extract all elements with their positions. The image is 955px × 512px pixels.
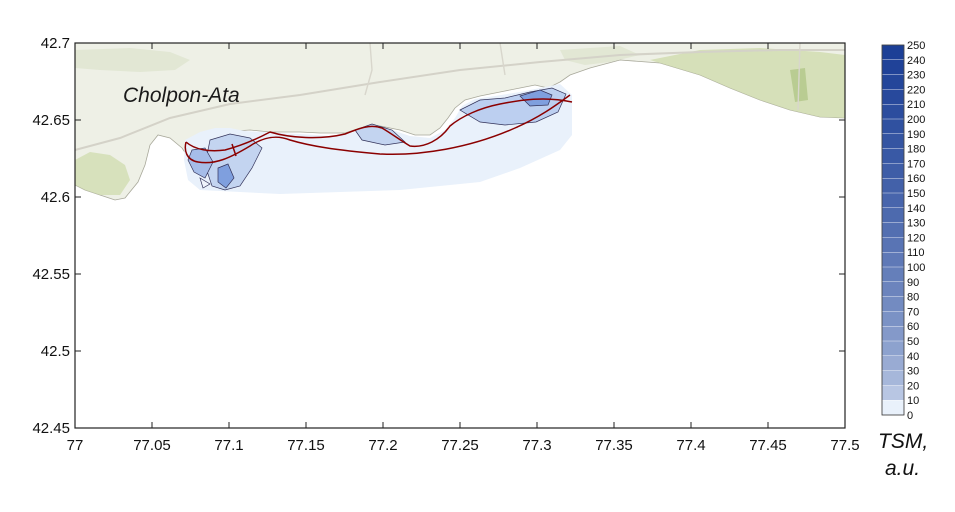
colorbar-title-line2: a.u. — [885, 457, 920, 480]
colorbar-label: 60 — [907, 321, 919, 333]
plot-frame — [74, 42, 846, 429]
colorbar-band — [881, 281, 905, 298]
x-tick-label: 77.05 — [133, 437, 171, 454]
colorbar-label: 120 — [907, 232, 925, 244]
colorbar-label: 40 — [907, 351, 919, 363]
colorbar-label: 160 — [907, 173, 925, 185]
x-tick-label: 77.5 — [830, 437, 859, 454]
colorbar-label: 20 — [907, 380, 919, 392]
colorbar-label: 70 — [907, 306, 919, 318]
x-tick-label: 77.3 — [522, 437, 551, 454]
colorbar-label: 200 — [907, 114, 925, 126]
colorbar-band — [881, 89, 905, 105]
x-tick-label: 77.25 — [441, 437, 479, 454]
colorbar-band — [881, 74, 905, 90]
colorbar-band — [881, 222, 905, 238]
colorbar-label: 190 — [907, 129, 925, 141]
colorbar-band — [881, 266, 905, 283]
colorbar-band — [881, 148, 905, 164]
colorbar-frame — [881, 44, 905, 416]
colorbar-label: 50 — [907, 336, 919, 348]
colorbar-band — [881, 251, 905, 268]
tsm-colorbar: 2502402302202102001901801701601501401301… — [881, 40, 925, 422]
colorbar-title-line1: TSM, — [878, 430, 928, 453]
colorbar-label: 240 — [907, 55, 925, 67]
y-tick-label: 42.6 — [41, 189, 70, 206]
colorbar-label: 10 — [907, 395, 919, 407]
colorbar-label: 80 — [907, 292, 919, 304]
colorbar-band — [881, 385, 905, 401]
colorbar-band — [881, 207, 905, 224]
colorbar-label: 180 — [907, 144, 925, 156]
colorbar-band — [881, 103, 905, 120]
colorbar-label: 0 — [907, 410, 913, 422]
colorbar-band — [881, 340, 905, 357]
place-label-cholpon-ata: Cholpon-Ata — [123, 84, 240, 107]
y-tick-label: 42.45 — [32, 420, 70, 437]
colorbar-label: 130 — [907, 218, 925, 230]
y-tick-label: 42.55 — [32, 266, 70, 283]
colorbar-band — [881, 355, 905, 372]
colorbar-band — [881, 163, 905, 179]
colorbar-label: 210 — [907, 99, 925, 111]
colorbar-band — [881, 177, 905, 194]
colorbar-band — [881, 311, 905, 327]
y-tick-label: 42.5 — [41, 343, 70, 360]
colorbar-band — [881, 400, 905, 416]
colorbar-band — [881, 192, 905, 209]
contour-lines — [184, 94, 573, 164]
x-tick-label: 77.15 — [287, 437, 325, 454]
colorbar-label: 150 — [907, 188, 925, 200]
x-tick-label: 77.1 — [214, 437, 243, 454]
colorbar-band — [881, 133, 905, 150]
colorbar-band — [881, 326, 905, 342]
colorbar-label: 90 — [907, 277, 919, 289]
land-basemap — [74, 42, 846, 201]
colorbar-label: 100 — [907, 262, 925, 274]
x-tick-label: 77 — [67, 437, 84, 454]
x-tick-label: 77.45 — [749, 437, 787, 454]
colorbar-band — [881, 44, 905, 61]
colorbar-label: 250 — [907, 40, 925, 52]
colorbar-label: 220 — [907, 84, 925, 96]
colorbar-band — [881, 118, 905, 135]
y-tick-label: 42.65 — [32, 112, 70, 129]
colorbar-label: 110 — [907, 247, 925, 259]
colorbar-label: 170 — [907, 158, 925, 170]
colorbar-label: 230 — [907, 70, 925, 82]
y-tick-label: 42.7 — [41, 35, 70, 52]
colorbar-band — [881, 59, 905, 76]
colorbar-band — [881, 237, 905, 253]
x-tick-label: 77.2 — [368, 437, 397, 454]
colorbar-label: 30 — [907, 366, 919, 378]
y-axis-labels: 42.7 42.65 42.6 42.55 42.5 42.45 — [32, 35, 70, 437]
x-axis-labels: 77 77.05 77.1 77.15 77.2 77.25 77.3 77.35 77.4 77… — [67, 437, 860, 454]
x-tick-label: 77.35 — [595, 437, 633, 454]
x-tick-label: 77.4 — [676, 437, 705, 454]
colorbar-band — [881, 370, 905, 386]
colorbar-band — [881, 296, 905, 312]
colorbar-label: 140 — [907, 203, 925, 215]
